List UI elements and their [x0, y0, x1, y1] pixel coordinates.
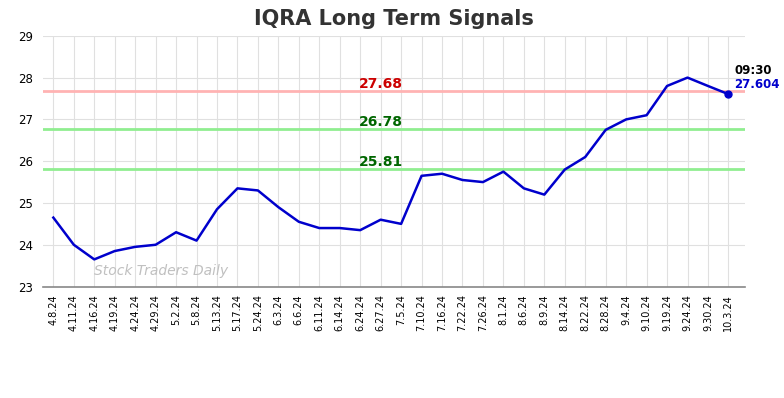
Text: 27.68: 27.68 — [358, 77, 403, 91]
Title: IQRA Long Term Signals: IQRA Long Term Signals — [254, 9, 534, 29]
Text: 25.81: 25.81 — [358, 155, 403, 169]
Text: 26.78: 26.78 — [358, 115, 403, 129]
Text: Stock Traders Daily: Stock Traders Daily — [94, 264, 228, 278]
Text: 09:30: 09:30 — [735, 64, 772, 76]
Text: 27.604: 27.604 — [735, 78, 780, 91]
